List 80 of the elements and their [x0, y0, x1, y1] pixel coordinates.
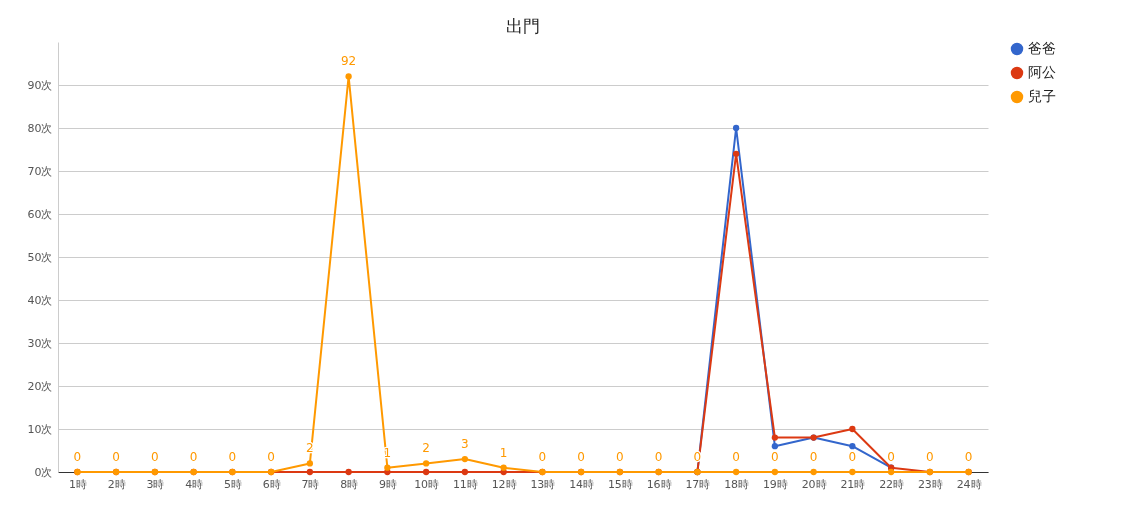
x-tick-label: 12時: [491, 477, 517, 491]
data-label: 3: [461, 437, 469, 452]
point: [461, 455, 469, 463]
x-tick-label: 4時: [185, 477, 204, 491]
data-label: 0: [887, 450, 895, 464]
x-tick-label: 24時: [956, 477, 982, 491]
x-tick-label: 9時: [378, 477, 397, 491]
data-label: 0: [267, 450, 275, 464]
data-label: 0: [926, 450, 934, 464]
data-label: 0: [771, 450, 779, 464]
x-tick-label: 3時: [146, 477, 165, 491]
x-tick-label: 14時: [569, 477, 595, 491]
x-tick-label: 20時: [801, 477, 827, 491]
x-tick-label: 22時: [879, 477, 905, 491]
point: [771, 443, 779, 450]
x-tick-label: 11時: [452, 477, 478, 491]
data-label: 0: [654, 450, 663, 464]
data-label: 0: [616, 450, 624, 464]
data-label: 92: [340, 54, 357, 69]
point: [345, 468, 352, 476]
x-tick-label: 10時: [414, 477, 440, 491]
x-tick-label: 6時: [262, 477, 281, 491]
y-tick-label: 80次: [27, 121, 53, 135]
x-tick-label: 18時: [724, 477, 750, 491]
y-tick-label: 40次: [27, 293, 53, 307]
y-tick-label: 50次: [27, 250, 53, 264]
x-tick-label: 16時: [646, 477, 672, 491]
point: [500, 464, 507, 471]
y-tick-label: 10次: [27, 422, 53, 436]
legend-label: 爸爸: [1028, 40, 1056, 56]
point: [810, 468, 817, 476]
point: [422, 468, 430, 476]
point: [771, 434, 779, 441]
point: [732, 150, 740, 157]
legend-label: 兒子: [1028, 88, 1056, 104]
point: [384, 464, 391, 471]
chart-title: 出門: [506, 16, 540, 36]
x-tick-label: 15時: [607, 477, 633, 491]
y-tick-label: 0次: [34, 465, 53, 479]
point: [849, 425, 856, 433]
data-label: 0: [732, 450, 740, 464]
data-label: 1: [499, 445, 508, 460]
x-tick-label: 17時: [685, 477, 711, 491]
point: [887, 468, 895, 476]
y-tick-label: 60次: [27, 207, 53, 221]
point: [306, 468, 314, 476]
data-label: 0: [228, 450, 237, 464]
y-tick-label: 90次: [27, 78, 53, 92]
point: [732, 468, 740, 476]
x-tick-label: 2時: [107, 477, 126, 491]
data-label: 0: [112, 450, 120, 464]
x-tick-label: 21時: [840, 477, 866, 491]
x-tick-label: 7時: [301, 477, 320, 491]
data-label: 0: [73, 450, 82, 464]
x-tick-label: 1時: [68, 477, 87, 491]
point: [461, 468, 469, 476]
point: [422, 460, 430, 467]
y-tick-label: 70次: [27, 164, 53, 178]
x-tick-label: 8時: [340, 477, 359, 491]
x-tick-label: 23時: [917, 477, 943, 491]
data-label: 0: [538, 450, 547, 464]
y-tick-label: 30次: [27, 336, 53, 350]
point: [849, 443, 856, 450]
point: [771, 468, 779, 476]
point: [306, 460, 314, 467]
data-label: 0: [964, 450, 973, 464]
data-label: 0: [189, 450, 198, 464]
data-label: 0: [151, 450, 159, 464]
data-label: 0: [577, 450, 585, 464]
y-tick-label: 20次: [27, 379, 53, 393]
data-label: 0: [809, 450, 818, 464]
point: [732, 124, 740, 132]
x-tick-label: 5時: [223, 477, 242, 491]
x-tick-label: 13時: [530, 477, 556, 491]
legend-label: 阿公: [1028, 64, 1056, 80]
point: [345, 73, 352, 80]
x-tick-label: 19時: [762, 477, 788, 491]
point: [849, 468, 856, 476]
data-label: 2: [422, 441, 430, 456]
data-label: 0: [848, 450, 857, 464]
